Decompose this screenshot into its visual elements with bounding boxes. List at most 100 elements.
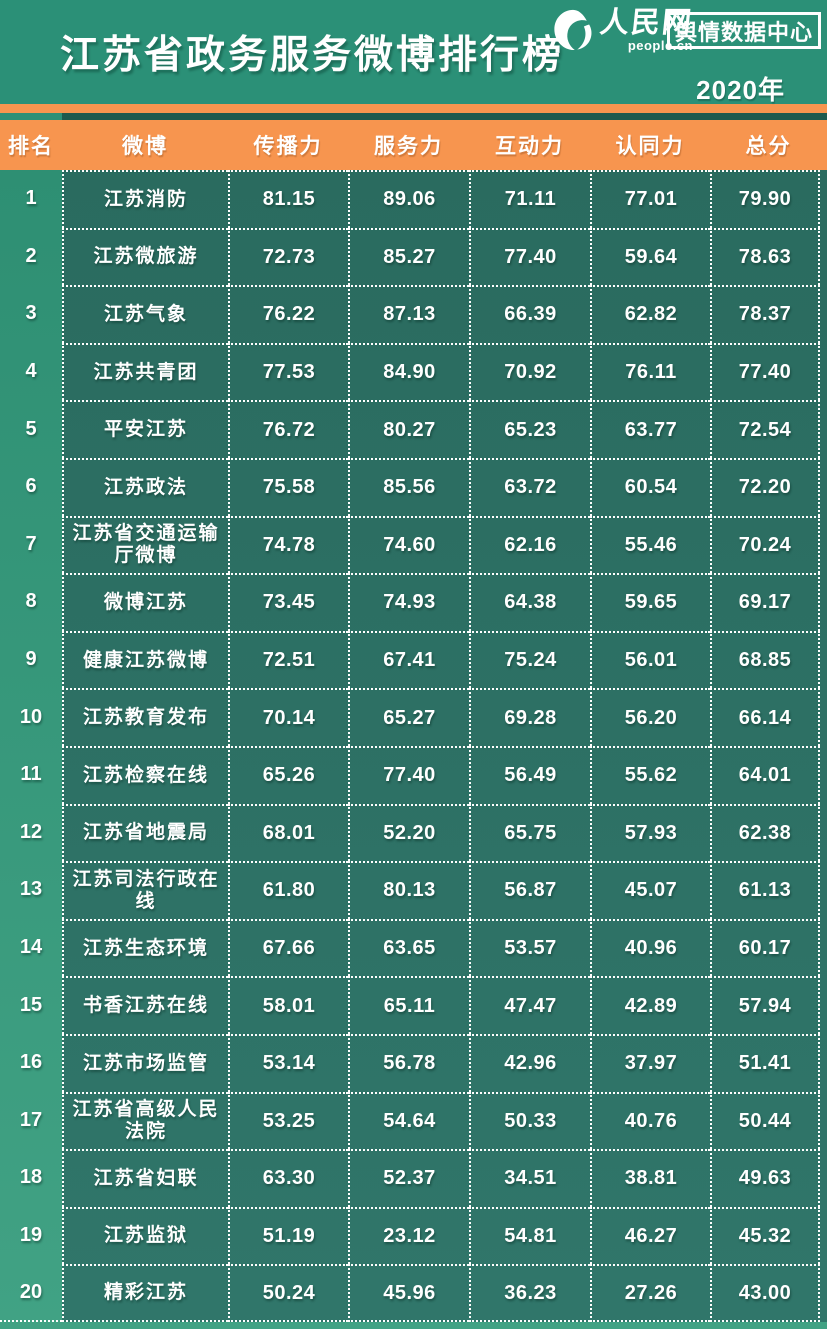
score-cell: 56.87 [469,861,590,919]
column-header-1: 微博 [122,135,168,158]
score-cell: 77.53 [228,342,348,401]
table-row: 16 江苏市场监管 53.14 56.78 42.96 37.97 51.41 [0,1033,820,1092]
weibo-name-cell: 微博江苏 [62,573,228,631]
score-cell: 54.81 [469,1206,590,1265]
score-cell: 70.92 [469,342,590,401]
score-cell: 46.27 [590,1206,710,1265]
score-cell: 50.44 [710,1091,820,1150]
table-header-row: 排名 微博 传播力 服务力 互动力 认同力 总分 [0,120,827,170]
score-cell: 78.63 [710,227,820,286]
weibo-name-cell: 健康江苏微博 [62,630,228,689]
weibo-name-cell: 江苏监狱 [62,1206,228,1265]
score-cell: 53.57 [469,918,590,977]
score-cell: 36.23 [469,1264,590,1322]
score-cell: 56.49 [469,745,590,804]
divider-stripe-orange [0,104,827,113]
weibo-name-cell: 平安江苏 [62,400,228,458]
table-row: 20 精彩江苏 50.24 45.96 36.23 27.26 43.00 [0,1264,820,1322]
score-cell: 68.85 [710,630,820,689]
rank-cell: 12 [19,820,43,843]
weibo-name-cell: 江苏消防 [62,170,228,228]
weibo-name-cell: 江苏政法 [62,457,228,516]
score-cell: 64.38 [469,573,590,631]
score-cell: 73.45 [228,573,348,631]
rank-cell: 19 [19,1223,43,1246]
score-cell: 74.93 [348,573,469,631]
rank-cell: 6 [25,475,37,498]
page-title: 江苏省政务服务微博排行榜 [60,34,565,77]
score-cell: 42.96 [469,1033,590,1092]
table-row: 8 微博江苏 73.45 74.93 64.38 59.65 69.17 [0,573,820,631]
rank-cell: 15 [19,993,43,1016]
score-cell: 77.40 [348,745,469,804]
score-cell: 51.19 [228,1206,348,1265]
table-row: 14 江苏生态环境 67.66 63.65 53.57 40.96 60.17 [0,918,820,977]
score-cell: 80.27 [348,400,469,458]
score-cell: 63.72 [469,457,590,516]
rank-cell: 16 [19,1051,43,1074]
score-cell: 63.65 [348,918,469,977]
rank-cell: 11 [20,763,42,786]
score-cell: 27.26 [590,1264,710,1322]
table-row: 3 江苏气象 76.22 87.13 66.39 62.82 78.37 [0,285,820,343]
rank-cell: 5 [25,417,37,440]
score-cell: 67.41 [348,630,469,689]
score-cell: 49.63 [710,1149,820,1207]
weibo-name-cell: 江苏司法行政在线 [62,861,228,919]
divider-split-left [0,113,62,120]
score-cell: 56.20 [590,688,710,746]
weibo-name-cell: 江苏省高级人民法院 [62,1091,228,1150]
score-cell: 76.11 [590,342,710,401]
table-row: 11 江苏检察在线 65.26 77.40 56.49 55.62 64.01 [0,745,820,804]
score-cell: 77.01 [590,170,710,228]
score-cell: 77.40 [710,342,820,401]
weibo-name-cell: 精彩江苏 [62,1264,228,1322]
rank-cell: 13 [19,878,43,901]
rank-cell: 7 [25,532,37,555]
opinion-data-center-badge: 舆情数据中心 [666,12,821,49]
score-cell: 68.01 [228,803,348,862]
score-cell: 75.58 [228,457,348,516]
score-cell: 76.72 [228,400,348,458]
score-cell: 65.75 [469,803,590,862]
score-cell: 45.07 [590,861,710,919]
rank-cell: 17 [19,1108,43,1131]
score-cell: 40.76 [590,1091,710,1150]
score-cell: 74.78 [228,515,348,574]
weibo-name-cell: 书香江苏在线 [62,976,228,1034]
rank-cell: 3 [25,302,37,325]
score-cell: 63.77 [590,400,710,458]
score-cell: 60.54 [590,457,710,516]
score-cell: 23.12 [348,1206,469,1265]
score-cell: 56.01 [590,630,710,689]
score-cell: 85.56 [348,457,469,516]
score-cell: 40.96 [590,918,710,977]
score-cell: 50.33 [469,1091,590,1150]
score-cell: 79.90 [710,170,820,228]
rank-cell: 20 [0,1264,62,1322]
score-cell: 65.26 [228,745,348,804]
score-cell: 72.51 [228,630,348,689]
score-cell: 72.73 [228,227,348,286]
score-cell: 65.11 [348,976,469,1034]
rank-cell: 9 [25,648,37,671]
weibo-name-cell: 江苏共青团 [62,342,228,401]
score-cell: 59.65 [590,573,710,631]
score-cell: 72.54 [710,400,820,458]
score-cell: 52.37 [348,1149,469,1207]
score-cell: 70.14 [228,688,348,746]
column-header-6: 总分 [745,135,792,158]
table-row: 1 江苏消防 81.15 89.06 71.11 77.01 79.90 [0,170,820,228]
divider-stripe-split [0,113,827,120]
score-cell: 58.01 [228,976,348,1034]
score-cell: 71.11 [469,170,590,228]
score-cell: 45.32 [710,1206,820,1265]
bottom-strip [0,1322,827,1329]
score-cell: 34.51 [469,1149,590,1207]
score-cell: 54.64 [348,1091,469,1150]
people-cn-logo-icon [551,7,597,53]
score-cell: 59.64 [590,227,710,286]
divider-split-right [62,113,827,120]
header-banner: 江苏省政务服务微博排行榜 人民网 people.cn 舆情数据中心 2020年 [0,0,827,105]
weibo-name-cell: 江苏生态环境 [62,918,228,977]
